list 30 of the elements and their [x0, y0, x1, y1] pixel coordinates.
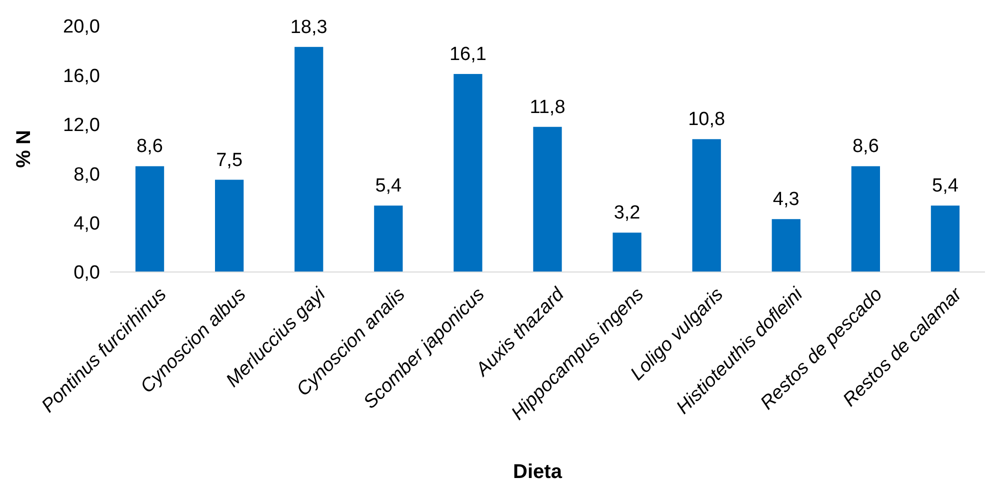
bar: [135, 166, 164, 272]
data-label: 5,4: [375, 176, 402, 197]
bar: [612, 232, 642, 272]
y-tick-label: 16,0: [63, 66, 100, 87]
y-tick-label: 12,0: [63, 115, 100, 136]
bar: [454, 74, 482, 272]
data-label: 10,8: [688, 109, 726, 130]
bar: [772, 219, 800, 272]
data-label: 7,5: [216, 150, 243, 171]
y-axis-title: % N: [13, 130, 35, 168]
y-tick-label: 20,0: [63, 16, 100, 38]
bar: [294, 46, 324, 272]
data-label: 3,2: [614, 202, 640, 224]
bar: [930, 206, 960, 272]
data-label: 16,1: [449, 44, 486, 65]
data-label: 4,3: [772, 189, 800, 210]
bar: [692, 139, 721, 272]
data-label: 11,8: [530, 96, 566, 118]
bar: [215, 180, 244, 272]
bar: [851, 166, 880, 272]
data-label: 5,4: [932, 176, 959, 197]
data-label: 8,6: [136, 136, 163, 158]
y-tick-label: 0,0: [74, 262, 100, 284]
x-axis-title: Dieta: [513, 461, 563, 483]
y-tick-label: 4,0: [74, 213, 100, 234]
data-label: 18,3: [290, 16, 328, 38]
bar: [533, 126, 562, 272]
bar: [374, 206, 403, 272]
y-tick-label: 8,0: [74, 164, 100, 186]
data-label: 8,6: [852, 136, 879, 158]
